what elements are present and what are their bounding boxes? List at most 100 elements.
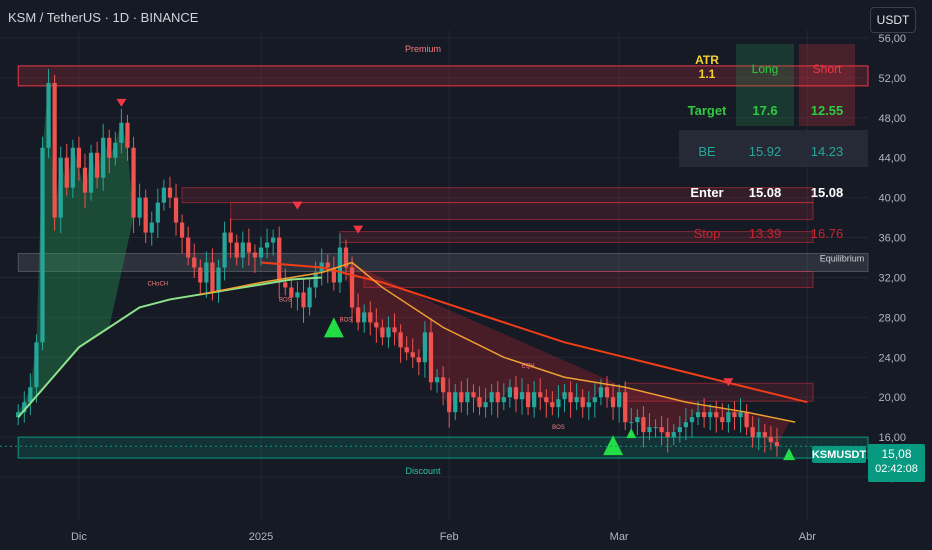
candle	[313, 272, 318, 288]
candle	[301, 292, 306, 308]
candle	[70, 147, 75, 188]
candle	[307, 287, 312, 308]
candle	[538, 392, 543, 398]
smc-zones: Premium Equilibrium Discount	[17, 44, 869, 476]
currency-button[interactable]: USDT	[870, 7, 916, 33]
candle	[179, 222, 185, 238]
symbol-title[interactable]: KSM / TetherUS · 1D · BINANCE	[8, 10, 199, 25]
structure-label: BOS	[552, 425, 565, 431]
panel-long-value: 17.6	[752, 103, 777, 118]
time-tick-label: 2025	[249, 531, 273, 543]
buy-signal-marker	[783, 448, 796, 461]
sell-signal-marker	[353, 225, 364, 234]
panel-short-value: 12.55	[811, 103, 844, 118]
candle	[234, 242, 239, 258]
candle	[701, 412, 707, 418]
candle	[137, 197, 142, 218]
candle	[471, 392, 476, 398]
candle	[107, 137, 112, 158]
candle	[465, 392, 470, 403]
candle	[738, 412, 743, 418]
candle	[343, 247, 349, 268]
candle	[167, 187, 173, 198]
candle	[459, 392, 464, 403]
candle	[556, 399, 561, 408]
candle	[513, 387, 519, 400]
panel-long-value: 15.92	[749, 144, 782, 159]
candle	[726, 412, 731, 423]
time-tick-label: Dic	[71, 531, 87, 543]
candle	[683, 422, 689, 428]
candle	[592, 397, 597, 403]
candle	[216, 267, 221, 293]
structure-label: BOS	[340, 317, 353, 323]
candle	[623, 392, 628, 423]
candle	[113, 142, 118, 158]
candle	[750, 427, 755, 438]
candle	[198, 267, 203, 283]
candle	[22, 402, 27, 413]
candle	[161, 187, 167, 203]
candle	[349, 267, 355, 308]
candle	[544, 397, 549, 403]
candle	[404, 347, 409, 353]
order-block	[339, 231, 814, 244]
time-tick-label: Abr	[799, 531, 816, 543]
candle	[671, 432, 676, 438]
candle	[101, 137, 106, 178]
price-tick-label: 32,00	[878, 272, 906, 284]
candle	[653, 427, 658, 429]
candle	[277, 237, 282, 283]
panel-row-label: Enter	[690, 185, 723, 200]
candle	[483, 402, 488, 408]
time-axis: Dic 2025 Feb Mar Abr	[71, 531, 816, 543]
candle	[40, 147, 45, 343]
order-block	[181, 187, 814, 204]
candle	[28, 387, 33, 403]
candle	[580, 397, 585, 408]
candle	[629, 422, 634, 424]
candle	[58, 157, 63, 218]
bear-fill	[339, 247, 790, 447]
candle	[762, 432, 767, 438]
bar-countdown: 02:42:08	[875, 463, 918, 475]
candle	[143, 197, 148, 233]
zone-label: Premium	[405, 44, 441, 54]
candle	[477, 397, 482, 408]
candle	[489, 392, 494, 403]
candle	[398, 332, 403, 348]
candle	[362, 312, 367, 323]
candle	[331, 267, 336, 283]
candle	[289, 287, 294, 298]
candle	[586, 402, 591, 408]
candle	[610, 397, 616, 408]
candle	[82, 167, 88, 193]
candle	[76, 147, 82, 168]
buy-signal-marker	[603, 435, 624, 456]
panel-row-label: BE	[698, 144, 716, 159]
candle	[240, 242, 245, 258]
moving-averages	[17, 261, 808, 423]
sell-signal-marker	[116, 98, 127, 107]
candle	[192, 257, 197, 268]
candle	[447, 392, 452, 413]
candle	[422, 332, 428, 363]
candle	[501, 397, 506, 403]
candle	[416, 357, 421, 363]
order-block	[363, 270, 814, 288]
candle	[665, 432, 670, 438]
candle	[149, 222, 154, 233]
price-tick-label: 48,00	[878, 113, 906, 125]
candle	[368, 312, 373, 323]
candle	[525, 392, 531, 408]
long-col-bg	[736, 44, 794, 126]
panel-row-label: Target	[688, 103, 727, 118]
candle	[720, 417, 725, 423]
price-tick-label: 36,00	[878, 233, 906, 245]
zone-premium	[17, 65, 869, 87]
long-header: Long	[752, 62, 779, 76]
price-tick-label: 20,00	[878, 392, 906, 404]
candle	[495, 392, 500, 403]
